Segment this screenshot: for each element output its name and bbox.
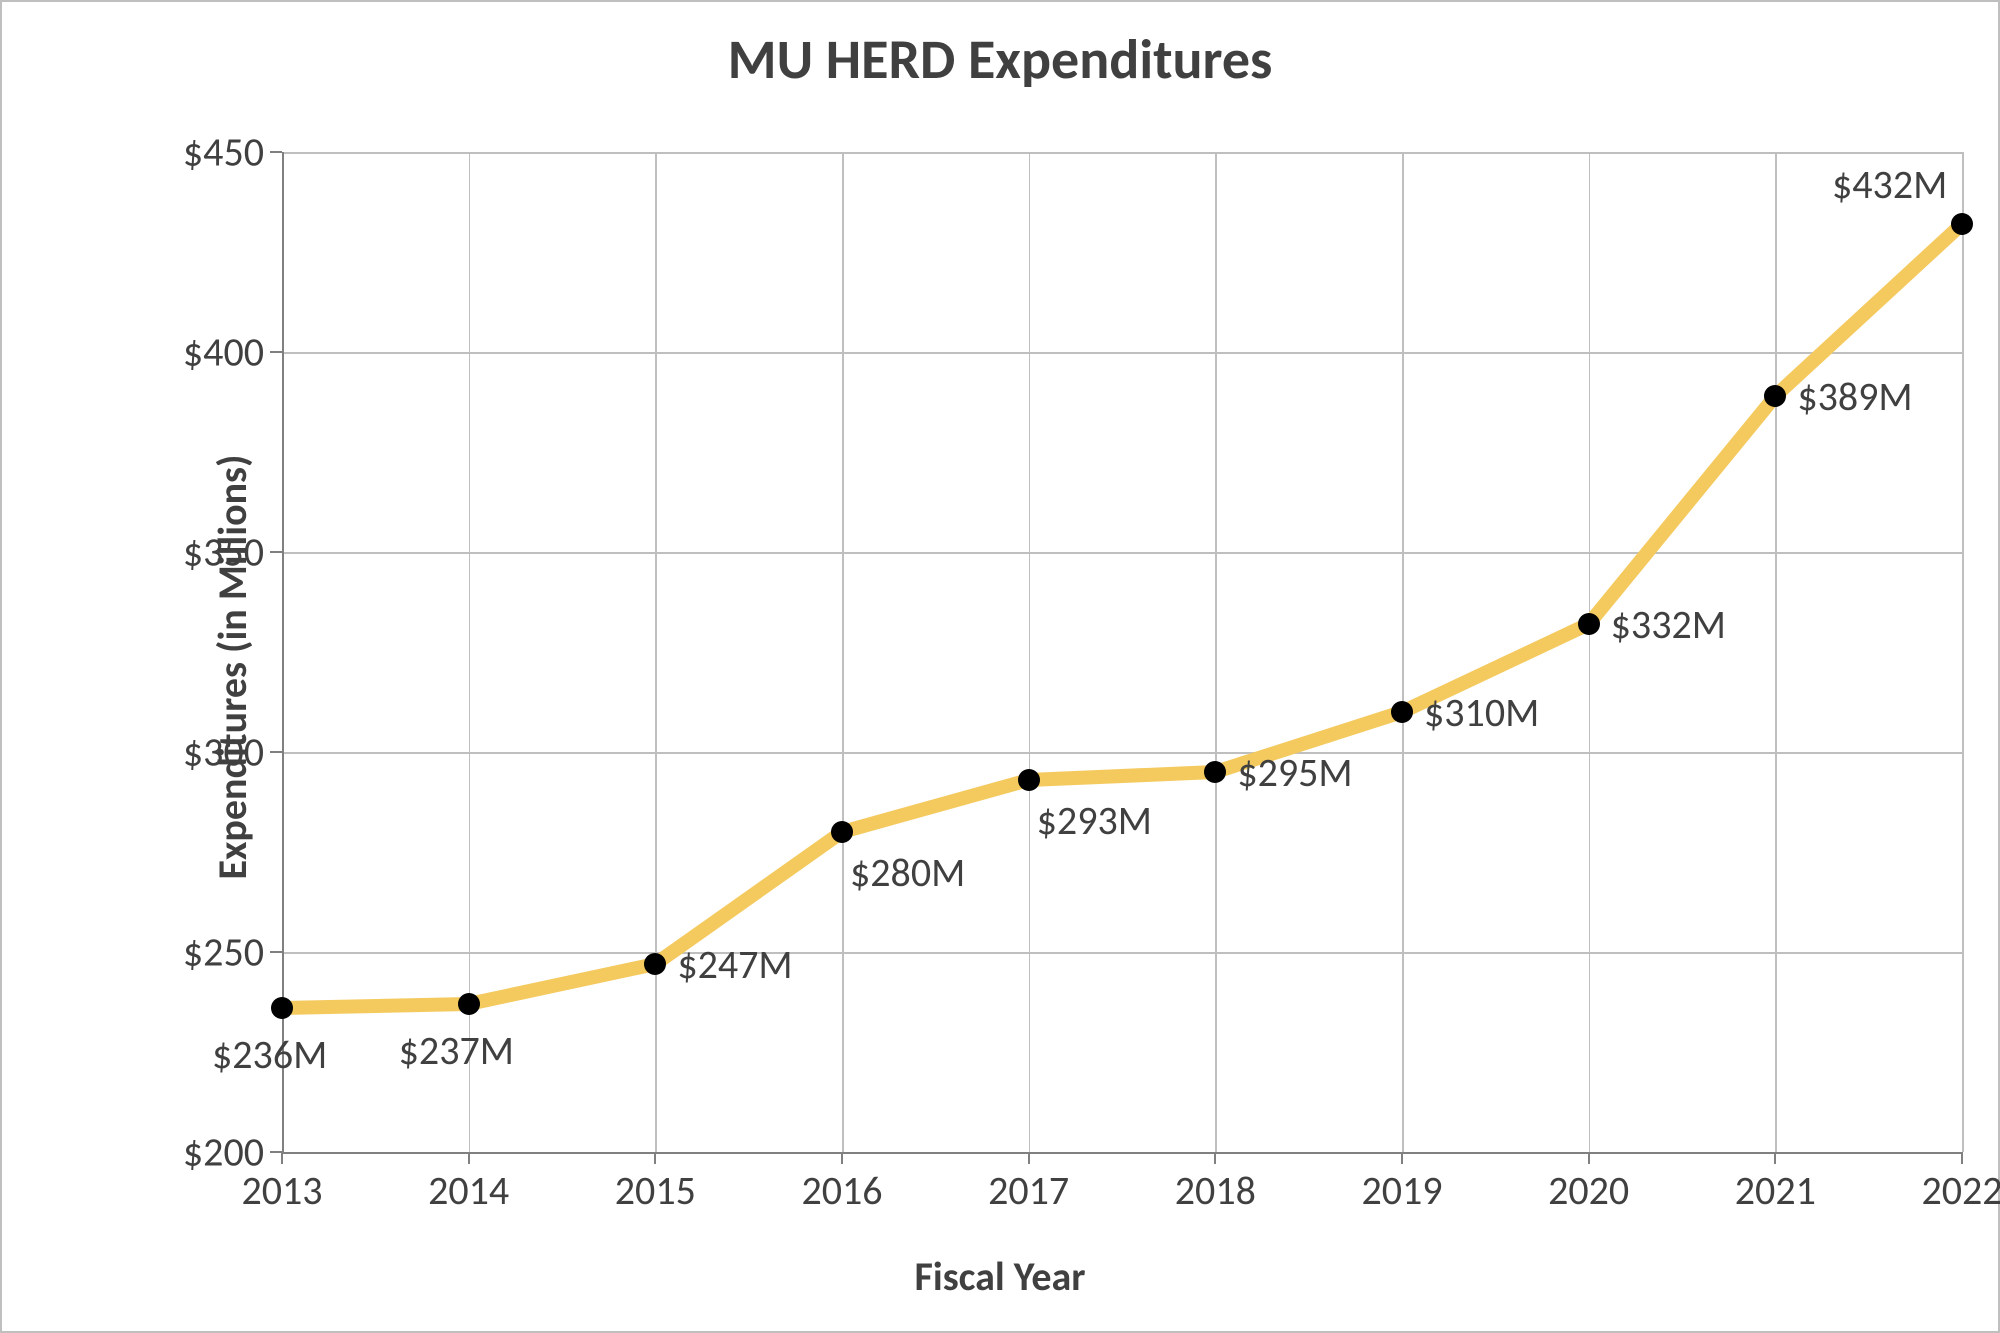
y-tick-label: $350 bbox=[183, 528, 282, 577]
y-tick-label: $400 bbox=[183, 328, 282, 377]
data-label: $310M bbox=[1424, 688, 1539, 737]
x-tick-label: 2015 bbox=[615, 1152, 696, 1215]
x-tick-label: 2014 bbox=[428, 1152, 509, 1215]
x-tick-label: 2016 bbox=[801, 1152, 882, 1215]
x-tick-label: 2017 bbox=[988, 1152, 1069, 1215]
data-label: $280M bbox=[850, 848, 965, 897]
grid-line-v bbox=[1962, 152, 1964, 1152]
data-marker bbox=[644, 953, 666, 975]
plot-area: $200$250$300$350$400$4502013201420152016… bbox=[282, 152, 1962, 1152]
line-series bbox=[282, 152, 1962, 1152]
data-marker bbox=[1578, 613, 1600, 635]
data-marker bbox=[1018, 769, 1040, 791]
x-tick-label: 2013 bbox=[241, 1152, 322, 1215]
data-marker bbox=[1204, 761, 1226, 783]
data-label: $236M bbox=[212, 1030, 327, 1079]
y-axis-title: Expenditures (in Millions) bbox=[208, 454, 257, 879]
y-tick-label: $250 bbox=[183, 928, 282, 977]
chart-title: MU HERD Expenditures bbox=[2, 26, 1998, 94]
data-marker bbox=[1764, 385, 1786, 407]
y-tick-label: $300 bbox=[183, 728, 282, 777]
data-marker bbox=[1951, 213, 1973, 235]
data-marker bbox=[831, 821, 853, 843]
x-tick-label: 2021 bbox=[1735, 1152, 1816, 1215]
x-axis-title: Fiscal Year bbox=[2, 1252, 1998, 1301]
x-tick-label: 2022 bbox=[1921, 1152, 2000, 1215]
data-label: $295M bbox=[1237, 748, 1352, 797]
x-tick-label: 2018 bbox=[1175, 1152, 1256, 1215]
y-tick-label: $450 bbox=[183, 128, 282, 177]
data-label: $237M bbox=[399, 1026, 514, 1075]
data-marker bbox=[458, 993, 480, 1015]
chart-container: MU HERD Expenditures Expenditures (in Mi… bbox=[0, 0, 2000, 1333]
data-label: $389M bbox=[1797, 372, 1912, 421]
data-marker bbox=[271, 997, 293, 1019]
x-tick-label: 2019 bbox=[1361, 1152, 1442, 1215]
data-marker bbox=[1391, 701, 1413, 723]
data-label: $293M bbox=[1037, 796, 1152, 845]
data-label: $432M bbox=[1832, 160, 1947, 209]
x-axis-line bbox=[282, 1152, 1962, 1154]
x-tick-label: 2020 bbox=[1548, 1152, 1629, 1215]
data-label: $332M bbox=[1611, 600, 1726, 649]
data-label: $247M bbox=[677, 940, 792, 989]
